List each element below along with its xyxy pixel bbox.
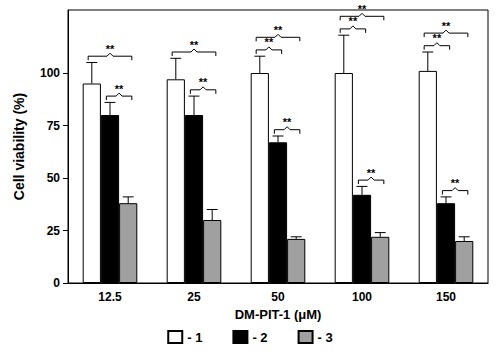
svg-text:**: ** xyxy=(349,15,358,27)
svg-text:100: 100 xyxy=(352,290,372,304)
svg-text:**: ** xyxy=(106,43,115,55)
svg-text:**: ** xyxy=(265,36,274,48)
svg-text:**: ** xyxy=(433,32,442,44)
svg-text:50: 50 xyxy=(271,290,285,304)
svg-text:75: 75 xyxy=(47,119,61,133)
svg-text:25: 25 xyxy=(187,290,201,304)
svg-text:25: 25 xyxy=(47,224,61,238)
svg-text:**: ** xyxy=(283,116,292,128)
svg-text:DM-PIT-1 (μM): DM-PIT-1 (μM) xyxy=(235,307,322,322)
svg-text:50: 50 xyxy=(47,171,61,185)
svg-text:- 3: - 3 xyxy=(318,330,333,345)
svg-text:**: ** xyxy=(190,39,199,51)
svg-text:**: ** xyxy=(199,76,208,88)
svg-text:- 1: - 1 xyxy=(187,330,202,345)
svg-text:Cell viability (%): Cell viability (%) xyxy=(11,93,27,200)
svg-text:100: 100 xyxy=(40,66,60,80)
svg-text:**: ** xyxy=(442,20,451,32)
svg-text:0: 0 xyxy=(53,276,60,290)
svg-text:- 2: - 2 xyxy=(252,330,267,345)
svg-text:**: ** xyxy=(358,3,367,15)
svg-text:**: ** xyxy=(451,177,460,189)
svg-text:**: ** xyxy=(367,167,376,179)
svg-text:12.5: 12.5 xyxy=(98,290,122,304)
svg-text:150: 150 xyxy=(436,290,456,304)
svg-text:**: ** xyxy=(274,24,283,36)
svg-text:**: ** xyxy=(115,83,124,95)
